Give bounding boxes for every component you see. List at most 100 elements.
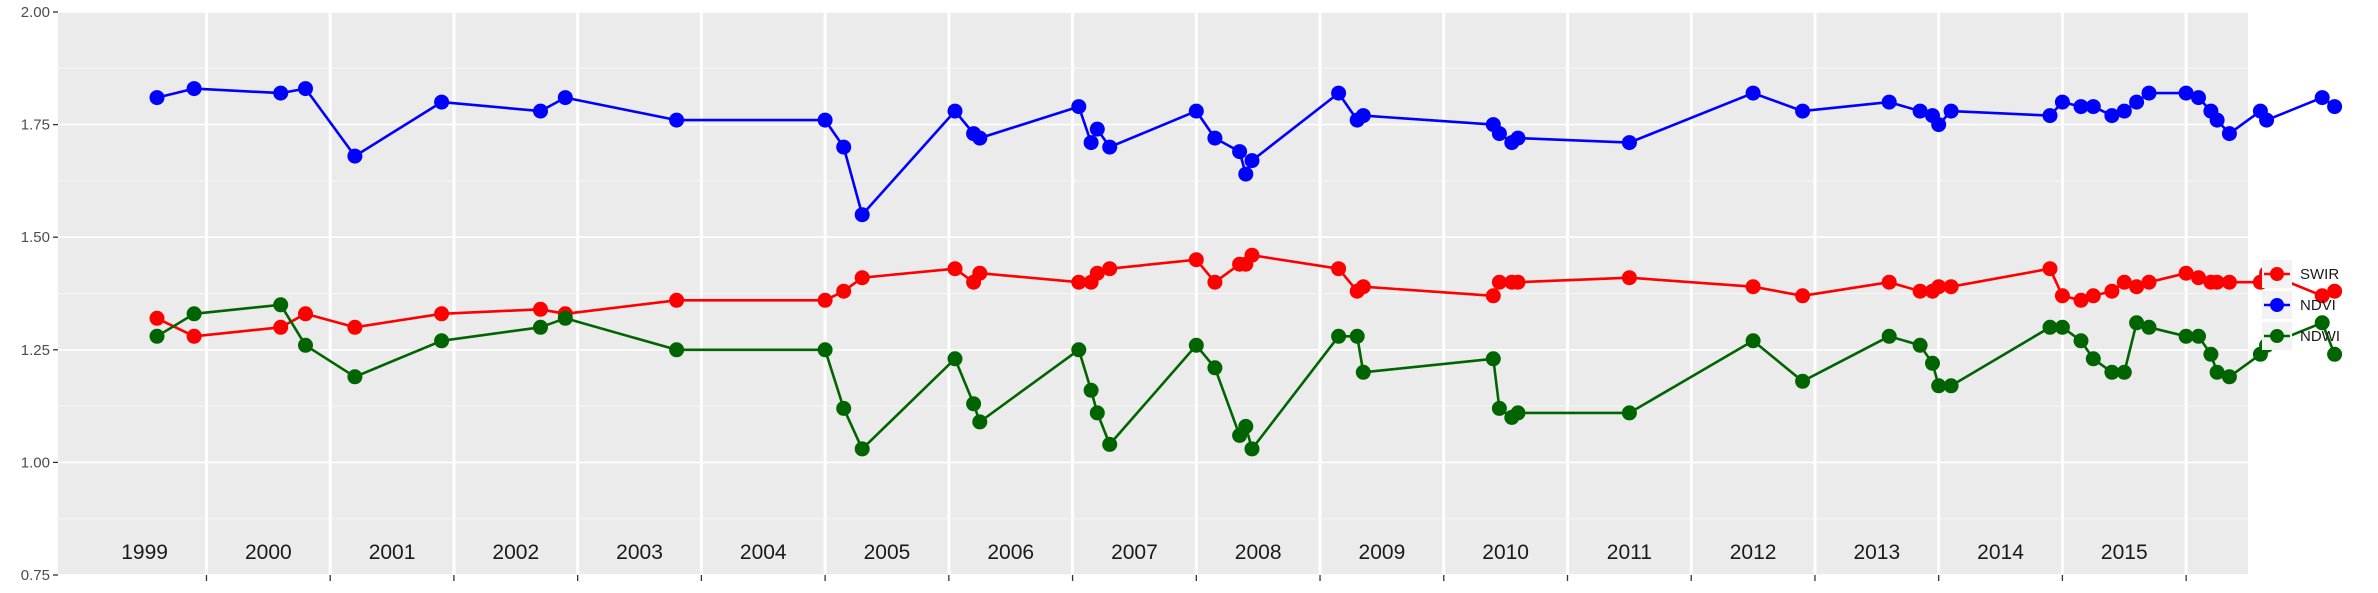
data-point-ndwi <box>817 342 833 358</box>
year-label-2005: 2005 <box>864 541 911 564</box>
data-point-ndwi <box>2141 319 2157 335</box>
legend-key-point-ndwi <box>2270 329 2284 343</box>
data-point-ndvi <box>2191 90 2206 106</box>
data-point-ndwi <box>2314 315 2330 331</box>
data-point-swir <box>2054 288 2070 304</box>
data-point-ndvi <box>1238 166 1254 182</box>
data-point-swir <box>1485 288 1501 304</box>
series-ndvi <box>149 81 2343 223</box>
data-point-swir <box>817 292 833 308</box>
data-point-swir <box>1795 288 1811 304</box>
x-axis <box>205 575 2187 581</box>
data-point-swir <box>533 301 548 317</box>
year-label-2014: 2014 <box>1977 541 2024 564</box>
data-point-ndwi <box>557 310 573 326</box>
data-point-ndvi <box>1331 85 1347 101</box>
data-point-swir <box>1089 265 1105 281</box>
data-point-ndvi <box>1071 99 1087 115</box>
data-point-ndvi <box>186 81 202 97</box>
data-point-ndwi <box>1925 355 1940 371</box>
data-point-ndwi <box>1745 333 1761 349</box>
data-point-ndvi <box>947 103 963 119</box>
year-label-1999: 1999 <box>121 541 168 564</box>
data-point-ndwi <box>836 400 852 416</box>
data-point-swir <box>669 292 685 308</box>
data-point-ndwi <box>1071 342 1087 358</box>
data-point-ndvi <box>1745 85 1761 101</box>
data-point-ndwi <box>2116 364 2132 380</box>
data-point-swir <box>1102 261 1118 277</box>
data-point-swir <box>2116 274 2132 290</box>
data-point-ndvi <box>2042 108 2058 124</box>
data-point-ndvi <box>817 112 833 128</box>
data-point-swir <box>1491 274 1507 290</box>
data-point-ndwi <box>1355 364 1371 380</box>
legend-label-swir: SWIR <box>2300 266 2339 283</box>
year-label-2003: 2003 <box>616 541 663 564</box>
data-point-ndvi <box>1931 117 1947 133</box>
data-point-ndvi <box>2129 94 2145 110</box>
data-point-ndwi <box>533 319 548 335</box>
data-point-ndwi <box>1912 337 1928 353</box>
y-tick-label: 1.50 <box>21 229 50 246</box>
grid-minor <box>58 67 2248 520</box>
data-point-ndwi <box>347 369 363 385</box>
data-point-ndwi <box>2327 346 2343 362</box>
data-point-ndwi <box>1238 418 1254 434</box>
data-point-ndwi <box>2221 369 2237 385</box>
data-point-ndwi <box>2209 364 2225 380</box>
data-point-ndwi <box>854 441 870 457</box>
data-point-swir <box>2141 274 2157 290</box>
year-label-2002: 2002 <box>492 541 539 564</box>
data-point-ndwi <box>298 337 313 353</box>
data-point-ndvi <box>1188 103 1204 119</box>
data-point-ndvi <box>1510 130 1526 146</box>
data-point-ndvi <box>149 90 165 106</box>
data-point-swir <box>1931 279 1947 295</box>
data-point-ndwi <box>2178 328 2194 344</box>
data-point-ndwi <box>1207 360 1223 376</box>
legend: SWIR NDVI NDWI <box>2262 260 2340 350</box>
year-labels: 1999 2000 2001 2002 2003 2004 2005 2006 2007 2008… <box>121 541 2147 564</box>
data-point-ndvi <box>972 130 988 146</box>
data-point-ndvi <box>1795 103 1811 119</box>
data-point-ndvi <box>1881 94 1897 110</box>
data-point-ndvi <box>1621 135 1637 151</box>
data-point-ndvi <box>434 94 450 110</box>
data-point-swir <box>1881 274 1897 290</box>
data-point-swir <box>1621 270 1637 286</box>
data-point-ndwi <box>2042 319 2058 335</box>
data-point-swir <box>347 319 363 335</box>
data-point-swir <box>2104 283 2120 299</box>
year-label-2010: 2010 <box>1482 541 1529 564</box>
data-point-swir <box>947 261 963 277</box>
year-label-2011: 2011 <box>1607 541 1652 564</box>
data-point-ndwi <box>1331 328 1347 344</box>
year-label-2009: 2009 <box>1359 541 1406 564</box>
data-point-swir <box>298 306 313 322</box>
year-label-2007: 2007 <box>1111 541 1158 564</box>
data-point-ndvi <box>2327 99 2343 115</box>
data-point-ndvi <box>669 112 685 128</box>
data-point-ndvi <box>854 207 870 223</box>
legend-label-ndwi: NDWI <box>2300 328 2340 345</box>
data-point-swir <box>2221 274 2237 290</box>
series-ndwi <box>149 297 2343 457</box>
data-point-ndvi <box>1912 103 1928 119</box>
data-point-swir <box>836 283 852 299</box>
data-point-ndwi <box>1881 328 1897 344</box>
data-point-ndvi <box>2178 85 2194 101</box>
data-point-swir <box>2073 292 2089 308</box>
data-point-ndwi <box>1943 378 1959 394</box>
data-point-ndvi <box>2141 85 2157 101</box>
data-point-swir <box>1188 252 1204 268</box>
data-point-ndvi <box>836 139 852 155</box>
data-point-swir <box>1207 274 1223 290</box>
series-layer <box>149 81 2343 457</box>
data-point-ndwi <box>947 351 963 367</box>
data-point-ndvi <box>2221 126 2237 142</box>
data-point-ndwi <box>1089 405 1105 421</box>
legend-key-point-swir <box>2270 267 2284 281</box>
data-point-ndwi <box>2073 333 2089 349</box>
